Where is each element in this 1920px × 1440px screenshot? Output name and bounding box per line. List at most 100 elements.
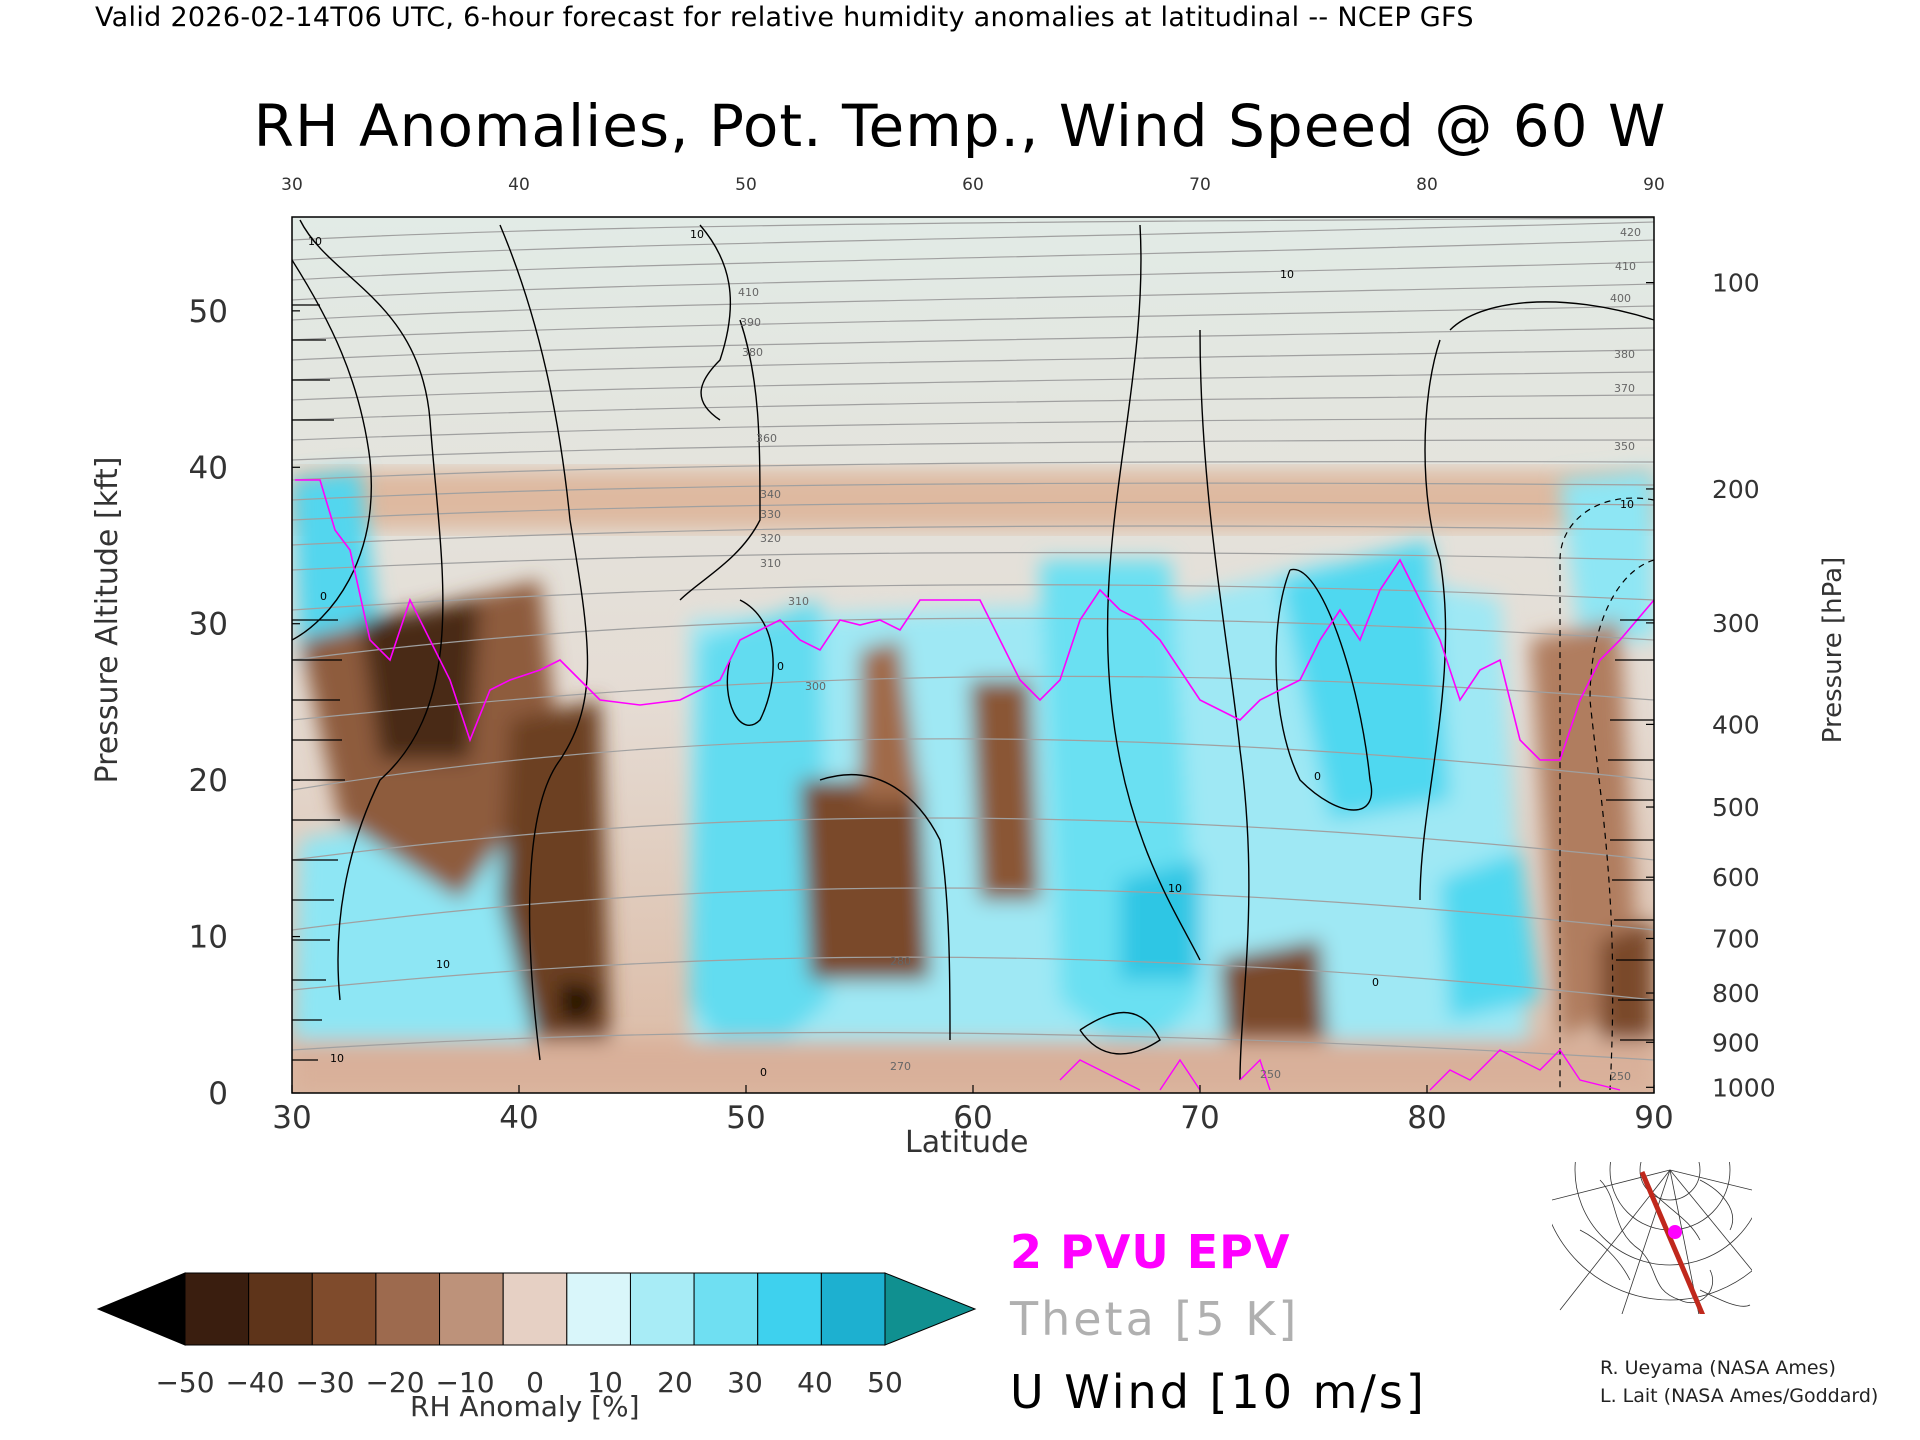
pressure-tick-label: 900	[1712, 1028, 1760, 1057]
top-tick-label: 30	[281, 175, 303, 195]
chart-title: RH Anomalies, Pot. Temp., Wind Speed @ 6…	[253, 92, 1667, 160]
x-tick-label: 80	[1407, 1100, 1446, 1136]
wind-label: 10	[1280, 268, 1294, 281]
wind-label: 0	[1372, 976, 1379, 989]
wind-label: 0	[1314, 770, 1321, 783]
theta-label: 300	[805, 680, 826, 693]
colorbar-swatch	[757, 1272, 822, 1346]
colorbar-swatch	[439, 1272, 504, 1346]
x-tick-label: 60	[953, 1100, 992, 1136]
colorbar-swatch	[693, 1272, 759, 1346]
y-tick-label: 10	[189, 920, 228, 956]
y-tick-label: 20	[189, 763, 228, 799]
colorbar-label: RH Anomaly [%]	[410, 1390, 640, 1423]
credit-line: L. Lait (NASA Ames/Goddard)	[1600, 1385, 1879, 1407]
colorbar-tick-label: −30	[295, 1366, 354, 1399]
theta-label: 280	[890, 955, 911, 968]
theta-label: 270	[890, 1060, 911, 1073]
theta-label: 250	[1610, 1070, 1631, 1083]
theta-label: 380	[1614, 348, 1635, 361]
wind-label: 10	[436, 958, 450, 971]
colorbar-tick-label: 30	[727, 1366, 763, 1399]
colorbar-tick-label: 0	[526, 1366, 544, 1399]
y-tick-label: 30	[189, 607, 228, 643]
colorbar-tick-label: −20	[365, 1366, 424, 1399]
theta-label: 370	[1614, 382, 1635, 395]
y-tick-label: 50	[189, 294, 228, 330]
colorbar-ticks: −50 −40 −30 −20 −10 0 10 20 30 40 50	[155, 1366, 902, 1399]
location-marker	[1668, 1225, 1682, 1239]
theta-label: 420	[1620, 226, 1641, 239]
wind-profile-marks	[292, 304, 1654, 1061]
pressure-tick-label: 500	[1712, 793, 1760, 822]
colorbar-swatch	[184, 1272, 250, 1346]
top-tick-label: 70	[1189, 175, 1211, 195]
u-wind-contours	[292, 219, 1654, 1081]
colorbar-tick-label: −40	[225, 1366, 284, 1399]
theta-label: 340	[760, 488, 781, 501]
x-tick-label: 90	[1634, 1100, 1673, 1136]
x-axis-label: Latitude	[905, 1125, 1029, 1160]
colorbar-tick-label: 10	[587, 1366, 623, 1399]
pressure-tick-label: 1000	[1712, 1073, 1776, 1102]
locator-map	[1552, 1162, 1752, 1314]
y-axis: 0 10 20 30 40 50	[189, 294, 300, 1112]
colorbar-swatch	[375, 1272, 441, 1346]
colorbar-tick-label: 20	[657, 1366, 693, 1399]
top-tick-label: 80	[1416, 175, 1438, 195]
y-tick-label: 40	[189, 450, 228, 486]
theta-label: 360	[756, 432, 777, 445]
x-tick-label: 30	[272, 1100, 311, 1136]
wind-labels: 10 0 10 10 10 0 0 10 0 0 10 10	[308, 228, 1634, 1079]
y-axis-label: Pressure Altitude [kft]	[90, 456, 125, 784]
pressure-axis-label: Pressure [hPa]	[1818, 556, 1848, 744]
wind-label: 0	[760, 1066, 767, 1079]
colorbar-tick-label: 40	[797, 1366, 833, 1399]
pressure-tick-label: 600	[1712, 863, 1760, 892]
wind-label: 10	[330, 1052, 344, 1065]
pressure-tick-label: 800	[1712, 979, 1760, 1008]
wind-label: 0	[777, 660, 784, 673]
wind-label: 0	[320, 590, 327, 603]
colorbar-max-arrow	[884, 1272, 977, 1346]
theta-label: 390	[740, 316, 761, 329]
theta-labels: 420 410 400 380 370 350 410 390 380 360 …	[738, 226, 1641, 1083]
top-tick-label: 60	[962, 175, 984, 195]
y-tick-label: 0	[208, 1076, 228, 1112]
top-tick-label: 50	[735, 175, 757, 195]
top-tick-label: 40	[508, 175, 530, 195]
epv-2pvu-line	[295, 479, 1654, 761]
pressure-tick-label: 300	[1712, 609, 1760, 638]
top-latitude-axis: 30 40 50 60 70 80 90	[281, 175, 1665, 195]
colorbar-tick-label: −50	[155, 1366, 214, 1399]
x-tick-label: 50	[726, 1100, 765, 1136]
u-wind-negative-contours	[1559, 497, 1654, 1091]
pressure-tick-label: 700	[1712, 924, 1760, 953]
pressure-axis: 100 200 300 400 500 600 700 800 900 1000	[1646, 269, 1776, 1102]
legend-epv: 2 PVU EPV	[1010, 1225, 1291, 1279]
pressure-tick-label: 200	[1712, 475, 1760, 504]
pressure-tick-label: 400	[1712, 710, 1760, 739]
colorbar-tick-label: 50	[867, 1366, 903, 1399]
x-axis: 30 40 50 60 70 80 90	[272, 1085, 1674, 1136]
theta-label: 330	[760, 508, 781, 521]
colorbar-swatch	[311, 1272, 377, 1346]
theta-label: 310	[788, 595, 809, 608]
x-tick-label: 70	[1180, 1100, 1219, 1136]
theta-label: 320	[760, 532, 781, 545]
theta-label: 380	[742, 346, 763, 359]
legend-u-wind: U Wind [10 m/s]	[1010, 1365, 1427, 1419]
wind-label: 10	[1168, 882, 1182, 895]
top-tick-label: 90	[1643, 175, 1665, 195]
colorbar-swatch	[629, 1272, 695, 1346]
valid-time-header: Valid 2026-02-14T06 UTC, 6-hour forecast…	[95, 2, 1474, 33]
pressure-tick-label: 100	[1712, 269, 1760, 298]
theta-label: 250	[1260, 1068, 1281, 1081]
colorbar-swatch	[502, 1272, 568, 1346]
rh-anomaly-field	[292, 217, 1654, 1093]
cross-section-route	[1639, 1171, 1706, 1314]
theta-label: 350	[1614, 440, 1635, 453]
colorbar-swatch	[248, 1272, 313, 1346]
theta-label: 400	[1610, 292, 1631, 305]
